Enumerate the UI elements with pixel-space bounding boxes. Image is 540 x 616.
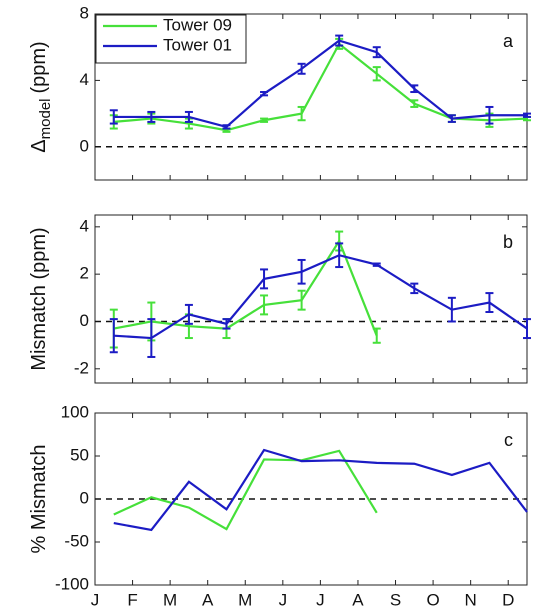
error-bar xyxy=(447,296,456,323)
x-tick-label: M xyxy=(163,590,177,609)
plot-area xyxy=(94,214,528,384)
error-bar xyxy=(297,289,306,311)
legend-label: Tower 09 xyxy=(163,15,232,34)
error-bar xyxy=(222,124,231,130)
error-bar xyxy=(184,110,193,123)
error-bar xyxy=(184,303,193,325)
y-axis-label: % Mismatch xyxy=(28,445,50,554)
x-tick-label: J xyxy=(316,590,325,609)
error-bar xyxy=(297,105,306,122)
error-bar xyxy=(260,294,269,316)
panel-label: b xyxy=(503,232,513,252)
error-bar xyxy=(410,84,419,94)
error-bar xyxy=(335,34,344,47)
error-bar xyxy=(147,110,156,123)
error-bar xyxy=(109,109,118,125)
error-bar xyxy=(485,105,494,125)
y-axis-label: Mismatch (ppm) xyxy=(28,227,50,370)
panel-label: c xyxy=(504,430,513,450)
panel: -2 0 2 4 Mismatch (ppm) b xyxy=(28,214,531,384)
x-tick-label: N xyxy=(465,590,477,609)
error-bar xyxy=(485,292,494,314)
error-bar xyxy=(523,112,531,118)
error-bar xyxy=(222,318,231,330)
error-bar xyxy=(372,327,381,344)
error-bar xyxy=(447,114,456,123)
y-tick-label: 0 xyxy=(80,488,89,507)
error-bar xyxy=(260,117,269,123)
error-bar xyxy=(109,318,118,354)
legend-box xyxy=(95,14,247,64)
error-bar xyxy=(372,46,381,59)
y-tick-label: 0 xyxy=(80,311,89,330)
y-axis-label-part: Δ xyxy=(28,139,50,152)
error-bar xyxy=(335,242,344,269)
error-bar xyxy=(410,282,419,295)
y-tick-label: 0 xyxy=(80,136,89,155)
x-tick-label: J xyxy=(279,590,288,609)
error-bar xyxy=(260,268,269,290)
legend-label: Tower 01 xyxy=(163,35,232,54)
error-bar xyxy=(523,318,531,340)
y-tick-label: 100 xyxy=(61,402,89,421)
error-bar xyxy=(372,66,381,82)
x-tick-label: O xyxy=(426,590,439,609)
plot-area xyxy=(94,13,528,181)
y-tick-label: -50 xyxy=(64,531,89,550)
y-tick-label: 4 xyxy=(80,216,89,235)
series-line xyxy=(113,39,527,129)
series-line xyxy=(113,238,378,337)
panel-label: a xyxy=(503,31,514,51)
x-tick-label: M xyxy=(238,590,252,609)
y-tick-label: 50 xyxy=(70,445,89,464)
x-tick-label: A xyxy=(352,590,364,609)
y-axis-label: Δmodel (ppm) xyxy=(28,41,54,152)
error-bar xyxy=(147,318,156,358)
error-bar xyxy=(297,62,306,75)
x-tick-label: J xyxy=(91,590,100,609)
y-tick-label: 8 xyxy=(80,3,89,22)
y-axis-label-part: model xyxy=(37,99,54,140)
error-bar xyxy=(297,258,306,285)
series-line xyxy=(113,254,528,340)
x-tick-label: A xyxy=(202,590,214,609)
x-tick-label: D xyxy=(502,590,514,609)
x-tick-label: S xyxy=(390,590,401,609)
y-axis-label-part: Mismatch (ppm) xyxy=(28,227,50,370)
y-tick-label: -100 xyxy=(55,574,89,593)
y-axis-label-part: (ppm) xyxy=(28,41,50,93)
y-tick-label: 2 xyxy=(80,264,89,283)
panel: 0 4 8 Δmodel (ppm) a xyxy=(28,3,531,181)
error-bar xyxy=(260,91,269,97)
y-tick-label: 4 xyxy=(80,70,89,89)
y-axis-label-part: % Mismatch xyxy=(28,445,50,554)
x-tick-label: F xyxy=(127,590,137,609)
panel: -100 -50 0 50 100 J F M A M J J A S O N D % Mismatch c xyxy=(28,402,528,609)
series-line xyxy=(113,449,378,531)
y-tick-label: -2 xyxy=(74,358,89,377)
error-bar xyxy=(372,262,381,267)
series-line xyxy=(113,448,528,532)
error-bar xyxy=(410,99,419,108)
